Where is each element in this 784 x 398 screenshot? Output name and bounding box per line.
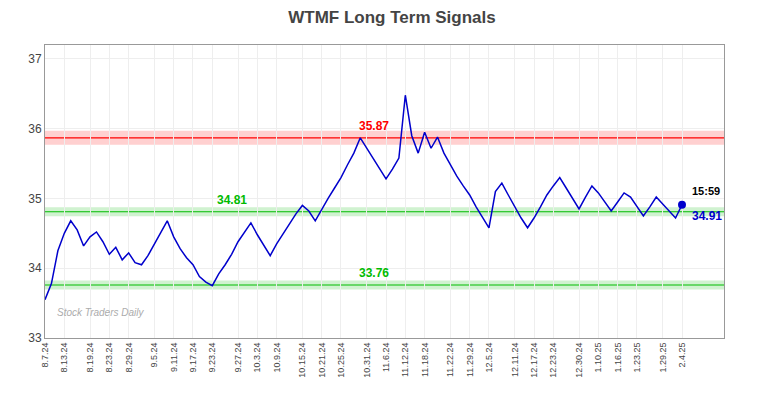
svg-text:12.17.24: 12.17.24 xyxy=(529,343,539,378)
svg-text:11.18.24: 11.18.24 xyxy=(420,343,430,377)
svg-text:11.12.24: 11.12.24 xyxy=(400,343,410,377)
svg-text:34.91: 34.91 xyxy=(692,209,722,223)
svg-text:10.15.24: 10.15.24 xyxy=(297,343,307,378)
svg-text:33: 33 xyxy=(28,331,42,345)
svg-text:11.22.24: 11.22.24 xyxy=(445,343,455,377)
svg-text:1.23.25: 1.23.25 xyxy=(632,343,642,373)
svg-text:2.4.25: 2.4.25 xyxy=(677,343,687,368)
svg-text:Stock Traders Daily: Stock Traders Daily xyxy=(57,307,145,318)
svg-text:34: 34 xyxy=(28,261,42,275)
svg-text:9.11.24: 9.11.24 xyxy=(169,343,179,372)
svg-text:15:59: 15:59 xyxy=(692,185,720,197)
svg-text:12.23.24: 12.23.24 xyxy=(548,343,558,378)
svg-text:10.9.24: 10.9.24 xyxy=(272,343,282,373)
svg-text:9.27.24: 9.27.24 xyxy=(233,343,243,373)
svg-text:36: 36 xyxy=(28,122,42,136)
svg-text:WTMF Long Term Signals: WTMF Long Term Signals xyxy=(288,8,495,27)
svg-text:35: 35 xyxy=(28,192,42,206)
svg-text:9.23.24: 9.23.24 xyxy=(207,343,217,373)
svg-text:10.3.24: 10.3.24 xyxy=(252,343,262,373)
svg-text:12.30.24: 12.30.24 xyxy=(574,343,584,378)
svg-text:1.10.25: 1.10.25 xyxy=(593,343,603,373)
svg-text:1.29.25: 1.29.25 xyxy=(658,343,668,373)
svg-text:12.11.24: 12.11.24 xyxy=(510,343,520,377)
svg-text:11.29.24: 11.29.24 xyxy=(465,343,475,377)
svg-text:12.5.24: 12.5.24 xyxy=(484,343,494,373)
svg-text:8.23.24: 8.23.24 xyxy=(104,343,114,373)
svg-text:8.29.24: 8.29.24 xyxy=(124,343,134,373)
svg-text:35.87: 35.87 xyxy=(359,119,389,133)
svg-text:8.7.24: 8.7.24 xyxy=(40,343,50,368)
svg-text:10.31.24: 10.31.24 xyxy=(362,343,372,378)
svg-text:37: 37 xyxy=(28,52,42,66)
svg-text:9.5.24: 9.5.24 xyxy=(149,343,159,368)
svg-text:10.21.24: 10.21.24 xyxy=(317,343,327,378)
svg-text:8.19.24: 8.19.24 xyxy=(85,343,95,373)
svg-text:10.25.24: 10.25.24 xyxy=(336,343,346,378)
svg-text:34.81: 34.81 xyxy=(217,193,247,207)
svg-text:1.16.25: 1.16.25 xyxy=(613,343,623,373)
svg-text:8.13.24: 8.13.24 xyxy=(59,343,69,373)
svg-text:33.76: 33.76 xyxy=(359,266,389,280)
svg-text:11.6.24: 11.6.24 xyxy=(381,343,391,372)
svg-text:9.17.24: 9.17.24 xyxy=(188,343,198,373)
